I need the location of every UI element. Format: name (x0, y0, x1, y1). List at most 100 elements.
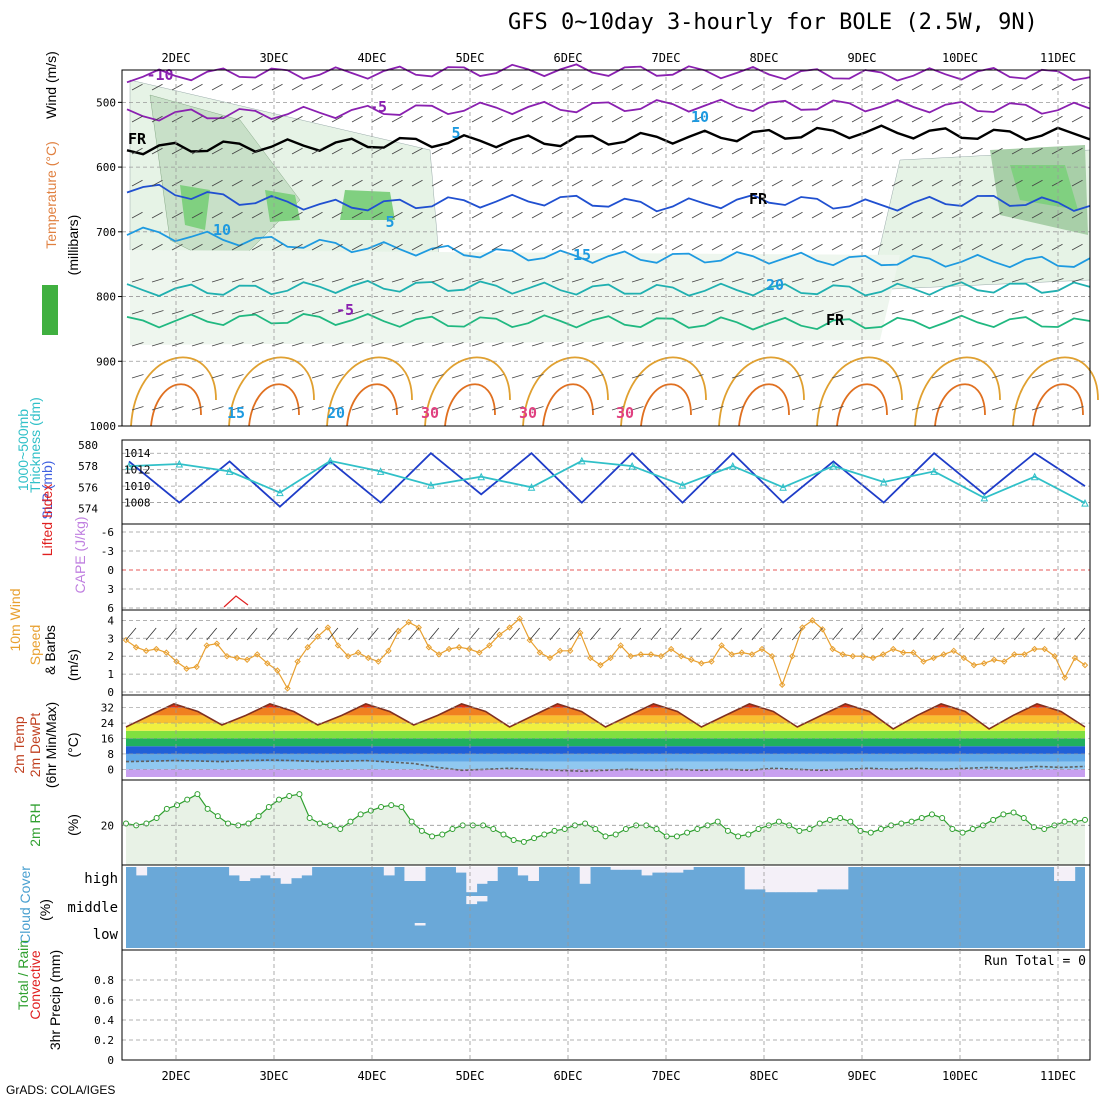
panel-frame (121, 949, 1091, 1061)
panel-axis-label: 2m Temp (11, 716, 27, 774)
cloud-gap-bar (1054, 867, 1065, 881)
wind-speed-point (536, 649, 544, 656)
wind-speed-point (173, 658, 180, 665)
cloud-gap-bar (744, 867, 756, 890)
cloud-gap-bar (837, 867, 849, 890)
wind-speed-point (425, 644, 433, 651)
thickness-point (628, 462, 636, 470)
wind-barb (211, 342, 224, 347)
thickness-tick-label: 574 (78, 502, 98, 515)
wind-barb (631, 374, 644, 379)
wind-barb (691, 342, 704, 347)
thickness-line (128, 459, 1086, 504)
wind-barb (831, 342, 844, 347)
wind-barb (871, 374, 884, 379)
wind-speed-point (849, 652, 857, 660)
wind-barb (327, 627, 339, 641)
rh-point (316, 820, 323, 827)
wind-barb (206, 627, 218, 641)
wind-barb (1071, 211, 1083, 219)
contour-arc (248, 383, 300, 427)
contour-arc (424, 356, 511, 427)
wind-barb (471, 342, 484, 347)
wind-barb (371, 115, 383, 123)
date-label-top: 8DEC (750, 51, 779, 65)
panel-axis-label: SLP (mb) (39, 461, 55, 520)
wind-barb (991, 310, 1004, 315)
wind-speed-point (617, 642, 624, 649)
wind-barb (271, 83, 283, 91)
contour-label: 20 (766, 276, 784, 294)
wind-speed-point (748, 651, 756, 658)
thickness-point (427, 481, 435, 489)
date-label-top: 10DEC (942, 51, 978, 65)
wind-barb (311, 83, 323, 91)
wind-speed-point (122, 636, 130, 644)
rh-point (429, 833, 436, 840)
wind-barb (711, 115, 723, 123)
wind-barb (371, 211, 383, 219)
wind-barb (751, 179, 763, 187)
date-label-bottom: 6DEC (554, 1069, 583, 1083)
wind-barb (791, 278, 804, 283)
wind-barb (711, 406, 724, 411)
wind-barb (1011, 179, 1023, 187)
wind-barb (811, 147, 823, 155)
wind-barb (1031, 278, 1044, 283)
wind-barb (891, 310, 904, 315)
wind-speed-point (1011, 651, 1018, 658)
wind-barb (531, 179, 543, 187)
wind-barb (311, 342, 324, 347)
wind-barb (411, 342, 424, 347)
contour-arc (346, 383, 398, 427)
rh-tick-label: 20 (101, 819, 114, 832)
wind-barb (831, 211, 843, 219)
cloud-gap-bar (579, 867, 591, 884)
isotherm-line (126, 98, 1091, 122)
wind-barb (571, 211, 583, 219)
wind-barb (571, 83, 583, 91)
rh-point (551, 827, 558, 834)
cloud-gap-bar (806, 867, 818, 893)
wind-barb (671, 406, 684, 411)
wind-barb (551, 243, 563, 251)
isotherm-line (126, 279, 1091, 297)
precip-tick-label: 0.4 (94, 1014, 114, 1027)
temp-color-band (126, 730, 1085, 739)
wind-barb (971, 243, 983, 251)
wind-barb (231, 374, 244, 379)
wind-barb (311, 374, 324, 379)
rh-point (245, 820, 252, 827)
wind-barb (291, 179, 303, 187)
wind-barb (211, 243, 223, 251)
cloud-gap-bar (466, 896, 478, 905)
wind-barb (811, 278, 824, 283)
thickness-tick-label: 578 (78, 460, 98, 473)
wind-speed-point (466, 645, 473, 653)
panel-axis-label: Temperature (°C) (43, 141, 59, 249)
panel-axis-label: Speed (27, 625, 43, 665)
wind-speed-point (839, 651, 846, 658)
rh-point (449, 826, 456, 832)
wind-speed-point (678, 652, 685, 660)
wind-barb (631, 83, 643, 91)
contour-label: 10 (213, 221, 231, 239)
wind-barb (166, 627, 177, 641)
wind-speed-point (718, 642, 725, 649)
cloud-level-label: low (93, 927, 119, 943)
isotherm-line (126, 226, 1091, 269)
wind-barb (471, 83, 483, 91)
rh-legend-swatch (42, 285, 58, 335)
wind-barb (831, 374, 844, 379)
wind-barb (431, 310, 444, 315)
wind-speed-point (688, 656, 695, 663)
wind-barb (211, 147, 223, 155)
wind-barb (771, 278, 784, 283)
wind-barb (751, 211, 763, 219)
wind-barb (311, 115, 323, 123)
wind-tick-label: 0 (107, 686, 114, 699)
wind-barb (851, 406, 864, 411)
cloud-gap-bar (816, 867, 828, 890)
wind-barb (691, 147, 703, 155)
